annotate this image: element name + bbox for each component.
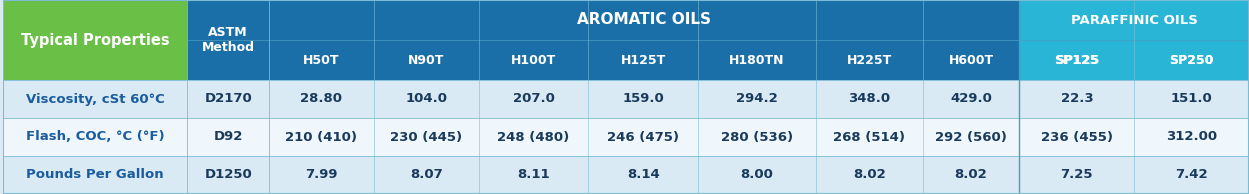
Bar	[2, 118, 1249, 156]
Text: H180TN: H180TN	[729, 54, 784, 67]
Text: 294.2: 294.2	[736, 93, 778, 106]
Text: 8.00: 8.00	[741, 169, 773, 182]
Text: Pounds Per Gallon: Pounds Per Gallon	[26, 169, 164, 182]
Text: SP250: SP250	[1169, 54, 1214, 67]
Text: 210 (410): 210 (410)	[286, 131, 357, 144]
Text: SP125: SP125	[1054, 54, 1099, 67]
Text: 312.00: 312.00	[1167, 131, 1218, 144]
Text: H225T: H225T	[847, 54, 892, 67]
Text: 7.42: 7.42	[1175, 169, 1208, 182]
Text: 8.02: 8.02	[954, 169, 988, 182]
Text: SP125: SP125	[1054, 54, 1099, 67]
Text: H100T: H100T	[511, 54, 556, 67]
Text: 8.11: 8.11	[517, 169, 550, 182]
Text: 8.02: 8.02	[853, 169, 886, 182]
Text: D1250: D1250	[205, 169, 252, 182]
Bar	[187, 0, 1019, 80]
Bar	[2, 156, 1249, 194]
Text: ASTM
Method: ASTM Method	[201, 26, 255, 54]
Text: D92: D92	[214, 131, 242, 144]
Bar	[2, 80, 1249, 118]
Text: 7.25: 7.25	[1060, 169, 1093, 182]
Text: 159.0: 159.0	[622, 93, 664, 106]
Text: 268 (514): 268 (514)	[833, 131, 906, 144]
Bar	[2, 0, 187, 80]
Text: Flash, COC, °C (°F): Flash, COC, °C (°F)	[26, 131, 164, 144]
Text: 28.80: 28.80	[301, 93, 342, 106]
Text: 151.0: 151.0	[1170, 93, 1213, 106]
Text: N90T: N90T	[408, 54, 445, 67]
Text: 348.0: 348.0	[848, 93, 891, 106]
Text: SP250: SP250	[1169, 54, 1213, 67]
Text: 104.0: 104.0	[405, 93, 447, 106]
Text: 7.99: 7.99	[305, 169, 337, 182]
Text: H600T: H600T	[948, 54, 994, 67]
Text: Viscosity, cSt 60°C: Viscosity, cSt 60°C	[25, 93, 165, 106]
Text: AROMATIC OILS: AROMATIC OILS	[577, 12, 711, 28]
Text: 246 (475): 246 (475)	[607, 131, 679, 144]
Text: 230 (445): 230 (445)	[390, 131, 462, 144]
Bar	[1019, 0, 1249, 80]
Text: H125T: H125T	[621, 54, 666, 67]
Text: D2170: D2170	[205, 93, 252, 106]
Text: Typical Properties: Typical Properties	[21, 33, 170, 48]
Text: H50T: H50T	[304, 54, 340, 67]
Text: 8.14: 8.14	[627, 169, 659, 182]
Text: 429.0: 429.0	[950, 93, 992, 106]
Text: 236 (455): 236 (455)	[1040, 131, 1113, 144]
Text: PARAFFINIC OILS: PARAFFINIC OILS	[1070, 14, 1198, 27]
Text: 8.07: 8.07	[410, 169, 442, 182]
Text: 280 (536): 280 (536)	[721, 131, 793, 144]
Text: 207.0: 207.0	[512, 93, 555, 106]
Text: 22.3: 22.3	[1060, 93, 1093, 106]
Text: 292 (560): 292 (560)	[936, 131, 1007, 144]
Text: 248 (480): 248 (480)	[497, 131, 570, 144]
